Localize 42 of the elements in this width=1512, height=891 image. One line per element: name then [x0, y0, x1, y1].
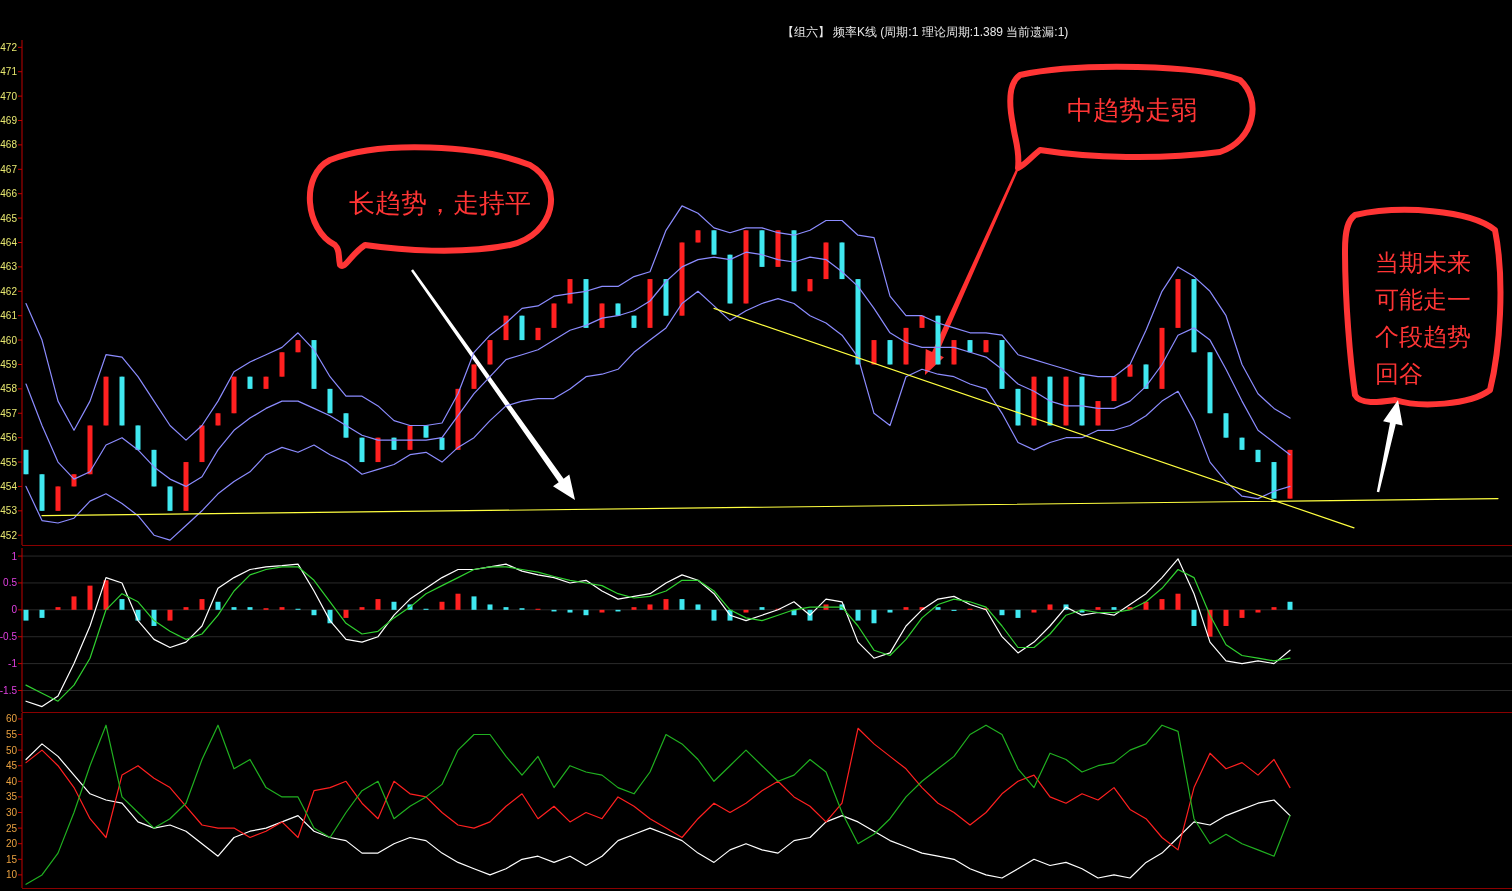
- y-tick-label: 472: [0, 41, 18, 53]
- y-tick-label: 464: [0, 236, 18, 248]
- y-tick-label: 60: [5, 713, 18, 725]
- y-tick-label: 467: [0, 163, 18, 175]
- y-tick-label: 465: [0, 212, 18, 224]
- annotation: 当期未来可能走一个段趋势回谷: [1375, 248, 1471, 387]
- annotation: 中趋势走弱: [1067, 95, 1197, 125]
- y-tick-label: 468: [0, 139, 18, 151]
- y-tick-label: 459: [0, 358, 18, 370]
- y-tick-label: 461: [0, 310, 18, 322]
- y-tick-label: 55: [5, 729, 18, 741]
- y-tick-label: 45: [5, 760, 18, 772]
- y-tick-label: -1.5: [0, 684, 18, 696]
- y-tick-label: 15: [5, 853, 18, 865]
- y-tick-label: 453: [0, 505, 18, 517]
- y-tick-label: -1: [8, 658, 18, 670]
- annotation: 长趋势，走持平: [349, 188, 531, 218]
- y-tick-label: 457: [0, 407, 18, 419]
- chart-title: 【组六】 频率K线 (周期:1 理论周期:1.389 当前遗漏:1): [781, 25, 1069, 39]
- y-tick-label: 456: [0, 432, 18, 444]
- y-tick-label: 0: [11, 604, 18, 616]
- y-tick-label: 471: [0, 66, 18, 78]
- y-tick-label: 40: [5, 775, 18, 787]
- y-tick-label: 463: [0, 261, 18, 273]
- y-tick-label: 35: [5, 791, 18, 803]
- y-tick-label: 454: [0, 480, 18, 492]
- y-tick-label: 458: [0, 383, 18, 395]
- y-tick-label: 452: [0, 529, 18, 541]
- y-tick-label: 25: [5, 822, 18, 834]
- y-tick-label: 469: [0, 115, 18, 127]
- y-tick-label: 20: [5, 838, 18, 850]
- y-tick-label: 462: [0, 285, 18, 297]
- y-tick-label: 460: [0, 334, 18, 346]
- y-tick-label: 30: [5, 807, 18, 819]
- y-tick-label: 1: [11, 550, 18, 562]
- y-tick-label: 0.5: [3, 577, 18, 589]
- y-tick-label: -0.5: [0, 631, 18, 643]
- y-tick-label: 455: [0, 456, 18, 468]
- y-tick-label: 50: [5, 744, 18, 756]
- y-tick-label: 470: [0, 90, 18, 102]
- y-tick-label: 466: [0, 188, 18, 200]
- y-tick-label: 10: [5, 869, 18, 881]
